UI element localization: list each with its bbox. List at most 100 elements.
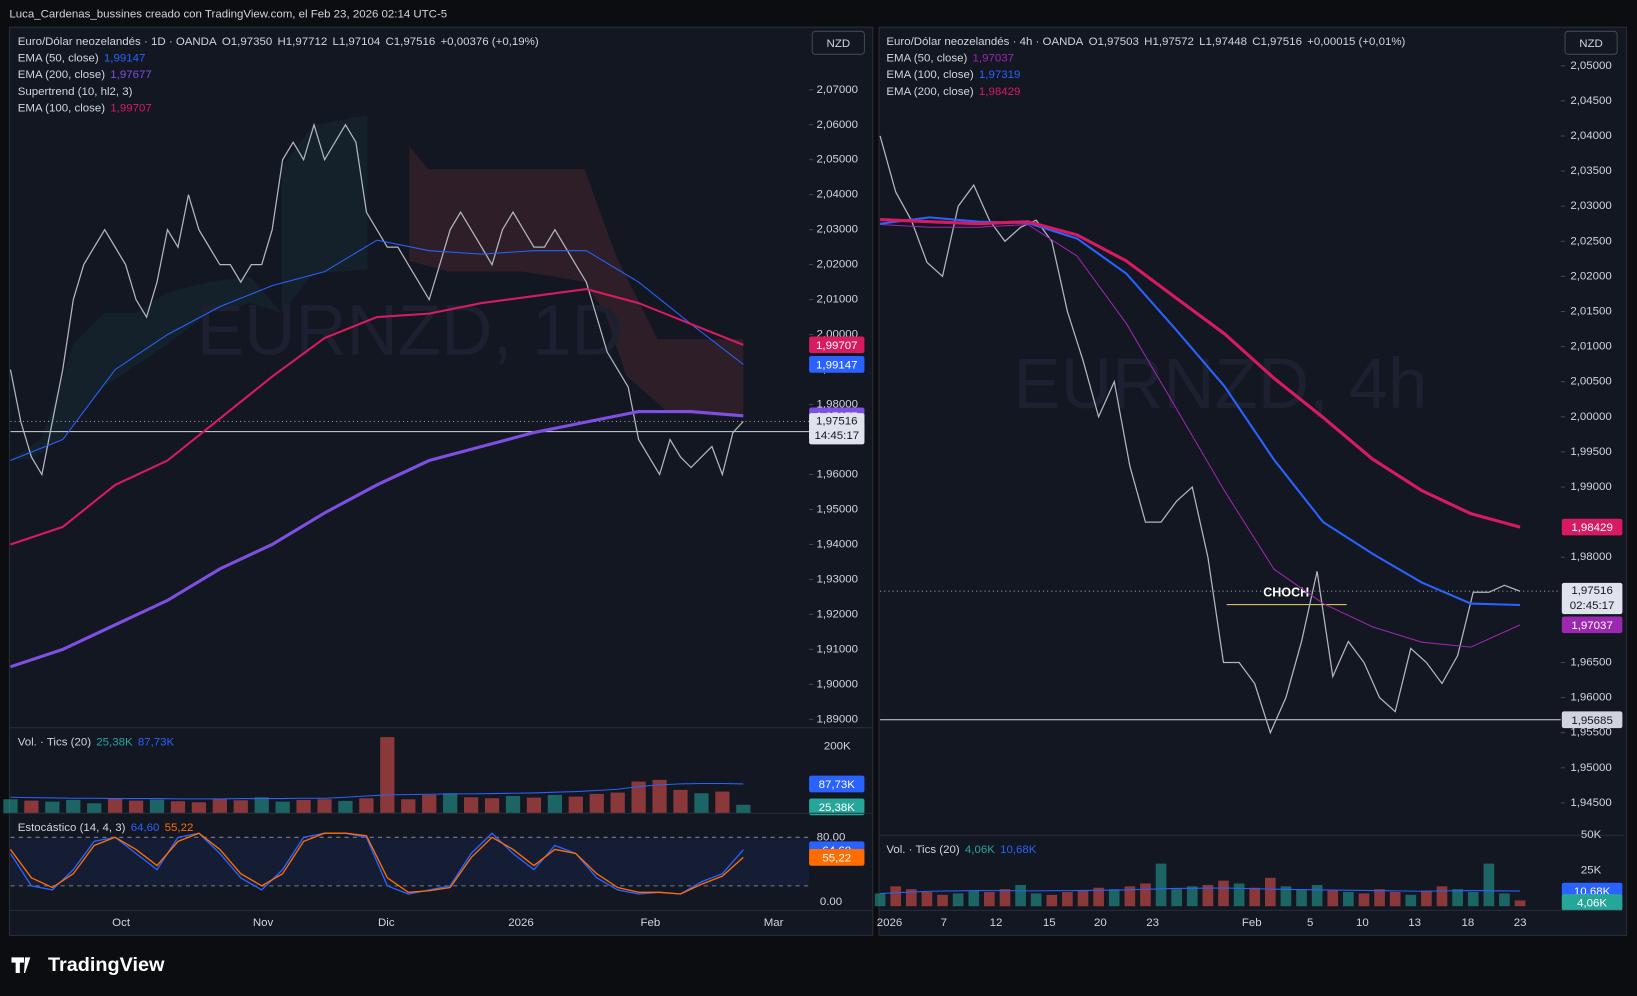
y-tick-label: 2,03500 [1570,165,1611,177]
stoch-value: 64,60 [131,822,160,834]
volume-bar [1015,884,1026,907]
ohlc-value: C1,97516 [1252,36,1302,48]
volume-bar [1186,886,1198,907]
currency-button [1564,30,1618,55]
volume-bar [1296,889,1307,907]
y-tick-label: 1,95000 [1570,762,1611,774]
y-tick-label: 2,04000 [817,189,858,201]
y-tick-label: 2,01500 [1570,306,1611,318]
y-tick-label: 1,91000 [817,643,858,655]
volume-bar [233,800,248,814]
price-tag [1561,711,1623,729]
volume-bar [87,803,102,814]
indicator-value: 1,99147 [104,53,145,65]
volume-ma [880,887,1521,894]
volume-bar [463,797,479,814]
volume-bar [1280,886,1292,907]
volume-bar [296,799,311,814]
volume-bar [937,894,948,907]
indicator-name: EMA (100, close) [18,103,106,115]
y-tick-label: 2,02500 [1570,235,1611,247]
volume-bar [1249,887,1261,907]
x-tick-label: Mar [764,917,784,929]
ema-line [880,217,1521,529]
y-tick-label: 2,06000 [817,119,858,131]
y-tick-label: 2,05000 [817,154,858,166]
volume-tick-label: 200K [824,741,851,753]
y-tick-label: 1,89000 [817,713,858,725]
volume-bar [149,799,165,814]
volume-bar [317,799,332,814]
countdown: 14:45:17 [814,430,859,442]
ohlc-value: C1,97516 [386,36,436,48]
volume-bar [1343,892,1354,907]
x-tick-label: 7 [941,917,947,929]
y-tick-label: 1,94000 [817,538,858,550]
y-tick-label: 2,07000 [817,84,858,96]
volume-bar [128,800,144,814]
volume-title: Vol. · Tics (20) [886,844,959,856]
ohlc-value: L1,97448 [1199,36,1247,48]
symbol-title: Euro/Dólar neozelandés · 4h · OANDA [886,36,1083,48]
indicator-name: EMA (200, close) [886,86,974,98]
indicator-name: EMA (100, close) [886,69,974,81]
ohlc-value: O1,97503 [1089,36,1139,48]
x-tick-label: 23 [1514,917,1527,929]
y-tick-label: 1,98000 [1570,551,1611,563]
volume-bar [874,893,886,907]
x-tick-label: 12 [990,917,1003,929]
stoch-title: Estocástico (14, 4, 3) [18,822,126,834]
volume-ma-value: 87,73K [138,736,175,748]
current-price-tag [1561,582,1623,615]
y-tick-label: 1,96000 [1570,692,1611,704]
price-line [879,135,1521,735]
indicator-value: 1,97677 [110,69,151,81]
indicator-name: EMA (50, close) [18,53,99,65]
volume-bar [984,892,995,907]
x-tick-label: 15 [1043,917,1056,929]
volume-bar [1358,893,1370,907]
volume-bar [568,796,583,814]
supertrend-up-zone [10,114,368,460]
stoch-tick-label: 80.00 [817,831,846,843]
y-tick-label: 2,04500 [1570,95,1611,107]
stoch-value: 55,22 [165,822,194,834]
volume-bar [1077,890,1089,907]
y-tick-label: 2,03000 [1570,200,1611,212]
x-tick-label: 2026 [508,917,534,929]
price-tag-label: 1,98429 [1571,522,1612,534]
y-tick-label: 1,99000 [1570,481,1611,493]
x-tick-label: Oct [112,917,131,929]
volume-bar [921,892,933,907]
volume-bar [1155,863,1167,907]
y-tick-label: 2,00000 [1570,411,1611,423]
volume-bar [212,798,227,814]
volume-bar [526,797,542,814]
volume-bar [66,799,81,814]
volume-bar [1140,883,1151,907]
price-tag-label: 87,73K [819,779,856,791]
volume-bar [1483,863,1495,907]
tradingview-logo: TradingView [11,954,165,976]
price-tag [809,849,865,866]
volume-bar [1062,892,1073,907]
current-price-tag [809,413,865,445]
x-tick-label: 10 [1356,917,1369,929]
y-tick-label: 1,90000 [817,678,858,690]
annotation-text: CHOCH [1263,585,1309,599]
y-tick-label: 2,02000 [1570,270,1611,282]
volume-ma-value: 10,68K [1000,844,1037,856]
price-tag-label: 1,95685 [1571,715,1612,727]
indicator-name: EMA (200, close) [18,69,106,81]
x-tick-label: 2026 [877,917,903,929]
indicator-value: 1,97319 [979,69,1020,81]
volume-bar [1327,890,1339,907]
brand-name: TradingView [48,954,165,976]
volume-bar [610,792,625,814]
volume-bar [1218,880,1229,907]
ohlc-value: O1,97350 [222,36,272,48]
ema-line [9,409,744,669]
ohlc-value: L1,97104 [332,36,380,48]
volume-bar [968,890,980,907]
